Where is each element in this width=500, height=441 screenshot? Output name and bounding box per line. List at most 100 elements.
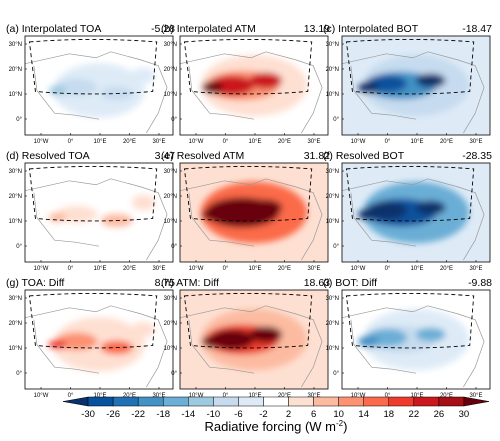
panel-mean-value: -28.35 <box>462 150 492 162</box>
lon-tick-label: 0° <box>385 139 391 145</box>
lon-tick-label: 10°W <box>189 266 204 272</box>
panel-title: (a) Interpolated TOA <box>6 23 101 35</box>
lon-tick-label: 10°W <box>189 139 204 145</box>
map-field <box>180 36 328 135</box>
field-contour <box>249 199 283 216</box>
lon-tick-label: 10°W <box>351 393 366 399</box>
lat-tick-label: 10°N <box>9 92 22 98</box>
lon-tick-label: 0° <box>68 139 74 145</box>
coastline <box>25 51 168 134</box>
lat-tick-label: 30°N <box>9 296 22 302</box>
field-contour <box>56 78 98 97</box>
lon-tick-label: 30°E <box>307 393 320 399</box>
colorbar-tick-label: 22 <box>409 409 420 420</box>
lon-tick-label: 10°E <box>410 139 423 145</box>
map-frame <box>24 289 174 390</box>
panel-f: (f) Resolved BOT -28.35 30°N 20°N 10°N 0° 10°W… <box>323 150 492 272</box>
panel-a: (a) Interpolated TOA -5.28 30°N 20°N 10°N 0° 1… <box>6 23 175 145</box>
map-frame <box>341 289 491 390</box>
lat-tick-label: 30°N <box>164 42 177 48</box>
colorbar-swatch <box>413 396 440 407</box>
lon-tick-label: 0° <box>385 266 391 272</box>
coastline <box>350 192 417 247</box>
colorbar-tick-label: -10 <box>206 409 220 420</box>
lon-tick-label: 0° <box>68 393 74 399</box>
lon-tick-label: 10°W <box>34 393 49 399</box>
lat-tick-label: 0° <box>16 244 22 250</box>
lat-tick-label: 30°N <box>164 169 177 175</box>
colorbar-swatch <box>463 396 490 407</box>
colorbar-tick-label: -18 <box>156 409 170 420</box>
coastline <box>25 305 168 388</box>
colorbar-swatch <box>188 396 214 407</box>
panel-mean-value: 18.63 <box>304 277 330 289</box>
map-frame <box>341 35 491 136</box>
lon-tick-label: 20°E <box>440 139 453 145</box>
panel-title: (f) Resolved BOT <box>323 150 405 162</box>
lon-tick-label: 30°E <box>469 393 482 399</box>
coastline <box>25 178 168 261</box>
field-contour <box>131 194 156 211</box>
lon-tick-label: 30°E <box>469 139 482 145</box>
panel-title: (c) Interpolated BOT <box>323 23 419 35</box>
panel-b: (b) Interpolated ATM 13.19 30°N 20°N 10°N 0° 1… <box>161 23 330 145</box>
field-contour <box>358 208 380 221</box>
lon-tick-label: 20°E <box>278 393 291 399</box>
panel-c: (c) Interpolated BOT -18.47 30°N 20°N 10°N 0°… <box>323 23 492 145</box>
lon-tick-label: 10°E <box>93 266 106 272</box>
panel-mean-value: 13.19 <box>304 23 330 35</box>
lat-tick-label: 30°N <box>9 169 22 175</box>
panel-mean-value: -9.88 <box>468 277 492 289</box>
field-contour <box>56 332 98 351</box>
coastline <box>342 178 485 261</box>
map-field <box>25 163 173 262</box>
lon-tick-label: 30°E <box>307 139 320 145</box>
panel-mean-value: -5.28 <box>151 23 175 35</box>
lat-tick-label: 30°N <box>326 296 339 302</box>
map-frame <box>179 35 329 136</box>
lon-tick-label: 20°E <box>278 139 291 145</box>
field-contour <box>56 205 98 224</box>
lat-tick-label: 0° <box>171 244 177 250</box>
lat-tick-label: 30°N <box>326 42 339 48</box>
coastline <box>188 65 255 120</box>
panel-g: (g) TOA: Diff 8.75 30°N 20°N 10°N 0° 10°W 0° 10°… <box>6 277 175 399</box>
lon-tick-label: 10°W <box>189 393 204 399</box>
lon-tick-label: 10°W <box>351 139 366 145</box>
lon-tick-label: 30°E <box>469 266 482 272</box>
lon-tick-label: 10°W <box>34 139 49 145</box>
panel-title: (i) BOT: Diff <box>323 277 377 289</box>
lat-tick-label: 20°N <box>326 67 339 73</box>
lon-tick-label: 10°E <box>93 139 106 145</box>
map-frame <box>179 289 329 390</box>
panel-grid: (a) Interpolated TOA -5.28 30°N 20°N 10°N 0° 1… <box>6 23 492 399</box>
coastline <box>180 305 323 388</box>
lon-tick-label: 30°E <box>152 393 165 399</box>
colorbar-tick-label: 6 <box>311 409 316 420</box>
colorbar-tick-label: -6 <box>234 409 242 420</box>
lat-tick-label: 20°N <box>326 194 339 200</box>
map-field <box>25 36 173 135</box>
lat-tick-label: 10°N <box>164 346 177 352</box>
lat-tick-label: 10°N <box>326 219 339 225</box>
field-contour <box>48 339 67 350</box>
lat-tick-label: 20°N <box>164 321 177 327</box>
lon-tick-label: 10°E <box>248 266 261 272</box>
field-contour <box>48 212 67 223</box>
coastline <box>33 65 100 120</box>
lon-tick-label: 20°E <box>123 139 136 145</box>
colorbar-tick-label: 30 <box>459 409 470 420</box>
coastline <box>342 51 485 134</box>
lon-tick-label: 30°E <box>152 266 165 272</box>
map-field <box>180 163 328 262</box>
field-contour <box>416 327 446 342</box>
field-contour <box>358 335 380 348</box>
coastline <box>188 319 255 374</box>
panel-mean-value: -18.47 <box>462 23 492 35</box>
panel-mean-value: 3.47 <box>155 150 176 162</box>
coastline <box>33 192 100 247</box>
lon-tick-label: 10°W <box>34 266 49 272</box>
lon-tick-label: 20°E <box>123 266 136 272</box>
lat-tick-label: 30°N <box>326 169 339 175</box>
lon-tick-label: 20°E <box>123 393 136 399</box>
